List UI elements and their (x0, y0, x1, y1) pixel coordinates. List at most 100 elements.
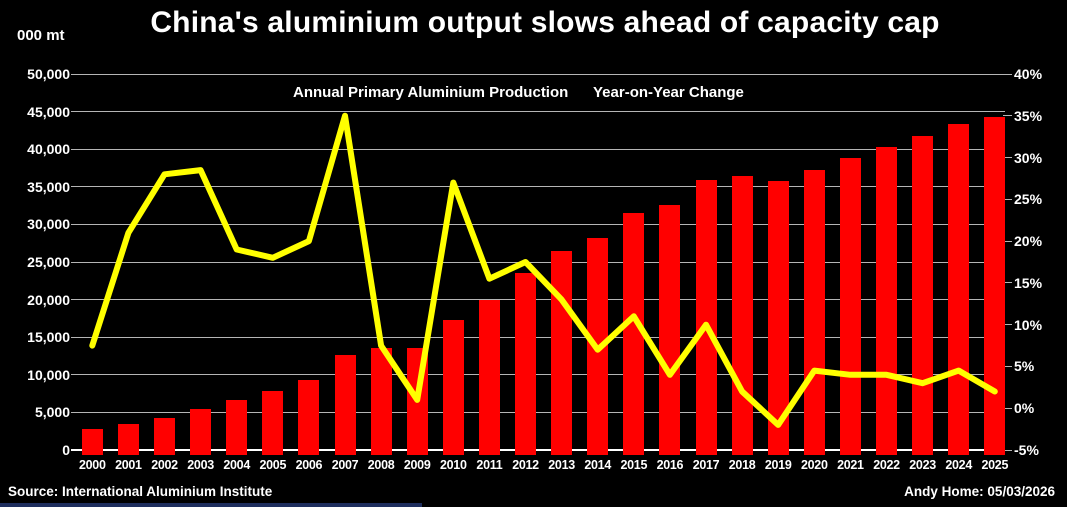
right-axis-tick (1003, 157, 1012, 159)
bar (334, 355, 356, 455)
footer-credit: Andy Home: 05/03/2026 (904, 484, 1055, 499)
x-axis-label: 2000 (78, 458, 106, 472)
x-axis-label: 2019 (764, 458, 792, 472)
right-axis-tick (1003, 198, 1012, 200)
gridline (71, 261, 1005, 263)
left-axis-tick-label: 35,000 (27, 178, 70, 195)
production-legend-label: Annual Primary Aluminium Production (293, 83, 569, 101)
gridline (71, 73, 1005, 75)
bar (370, 348, 392, 455)
bar (81, 428, 103, 455)
right-axis-tick-label: 10% (1014, 316, 1043, 333)
x-axis-label: 2002 (151, 458, 178, 472)
right-axis-tick (1003, 240, 1012, 242)
x-axis-label: 2009 (403, 458, 431, 472)
x-axis-label: 2018 (728, 458, 756, 472)
right-axis-tick-label: 0% (1014, 400, 1035, 417)
right-axis-tick (1003, 282, 1012, 284)
x-axis-label: 2014 (584, 458, 611, 472)
gridline (71, 223, 1005, 225)
footer-source: Source: International Aluminium Institut… (8, 484, 273, 499)
right-axis-tick (1003, 115, 1012, 117)
x-axis-label: 2017 (692, 458, 720, 472)
x-axis-label: 2024 (945, 458, 972, 472)
bar (117, 424, 139, 455)
right-axis-tick (1003, 73, 1012, 75)
x-axis-label: 2004 (223, 458, 250, 472)
x-axis-label: 2025 (981, 458, 1009, 472)
bar (695, 180, 717, 455)
bar (731, 176, 753, 455)
x-axis-label: 2022 (873, 458, 900, 472)
x-axis-label: 2016 (656, 458, 684, 472)
bar (154, 417, 175, 455)
bar (406, 347, 428, 455)
x-axis-label: 2023 (909, 458, 936, 472)
bar (190, 408, 212, 455)
bar (803, 169, 825, 455)
right-axis-tick-label: 15% (1014, 274, 1043, 291)
bar (587, 237, 609, 455)
chart-title: China's aluminium output slows ahead of … (150, 6, 940, 39)
x-axis-label: 2021 (837, 458, 864, 472)
right-axis-tick-label: -5% (1014, 442, 1039, 458)
x-axis-label: 2001 (115, 458, 142, 472)
bar (948, 124, 970, 455)
bar (984, 116, 1006, 455)
bar (839, 158, 861, 455)
yoy-legend-swatch (556, 89, 588, 96)
x-axis-label: 2006 (295, 458, 323, 472)
left-axis-tick-label: 50,000 (27, 66, 70, 82)
gridline (71, 111, 1005, 113)
left-axis-tick-label: 0 (62, 442, 70, 458)
left-axis-unit-label: 000 mt (17, 27, 65, 44)
x-axis-label: 2008 (367, 458, 395, 472)
right-axis-tick (1003, 324, 1012, 326)
right-axis-tick (1003, 365, 1012, 367)
production-legend-swatch (256, 88, 286, 97)
left-axis-tick-label: 15,000 (27, 329, 70, 346)
bar (515, 273, 536, 455)
left-axis-tick-label: 45,000 (27, 103, 70, 120)
bar (298, 380, 320, 455)
x-axis-label: 2011 (476, 458, 503, 472)
x-axis-label: 2012 (512, 458, 539, 472)
x-axis-label: 2015 (620, 458, 648, 472)
bar (912, 136, 934, 455)
right-axis-tick-label: 35% (1014, 107, 1043, 124)
bar (876, 146, 897, 455)
x-axis-label: 2013 (548, 458, 575, 472)
x-axis-label: 2020 (800, 458, 828, 472)
right-axis-tick-label: 20% (1014, 233, 1043, 250)
gridline (71, 299, 1005, 301)
left-axis-tick-label: 30,000 (27, 216, 70, 233)
right-axis-tick (1003, 449, 1012, 451)
x-axis-label: 2005 (259, 458, 287, 472)
gridline (71, 148, 1005, 150)
x-axis-label: 2007 (331, 458, 359, 472)
bar (659, 204, 681, 455)
gridline (71, 411, 1005, 413)
gridline (71, 336, 1005, 338)
left-axis-tick-label: 20,000 (27, 291, 70, 308)
x-axis-line (71, 449, 1005, 451)
right-axis-tick (1003, 407, 1012, 409)
bar (226, 400, 248, 455)
right-axis-tick-label: 5% (1014, 358, 1035, 375)
right-axis-tick-label: 25% (1014, 191, 1043, 208)
bar (767, 180, 789, 455)
left-axis-tick-label: 40,000 (27, 141, 70, 158)
bar (442, 319, 464, 455)
bar (262, 391, 284, 455)
x-axis-label: 2010 (439, 458, 467, 472)
gridline (71, 374, 1005, 376)
bar (478, 299, 500, 455)
bottom-accent-strip (0, 503, 422, 507)
right-axis-tick-label: 40% (1014, 66, 1043, 82)
x-axis-label: 2003 (187, 458, 214, 472)
left-axis-tick-label: 5,000 (34, 404, 70, 421)
yoy-legend-label: Year-on-Year Change (593, 83, 744, 101)
gridline (71, 186, 1005, 188)
left-axis-tick-label: 25,000 (27, 254, 70, 270)
bar (551, 250, 573, 455)
